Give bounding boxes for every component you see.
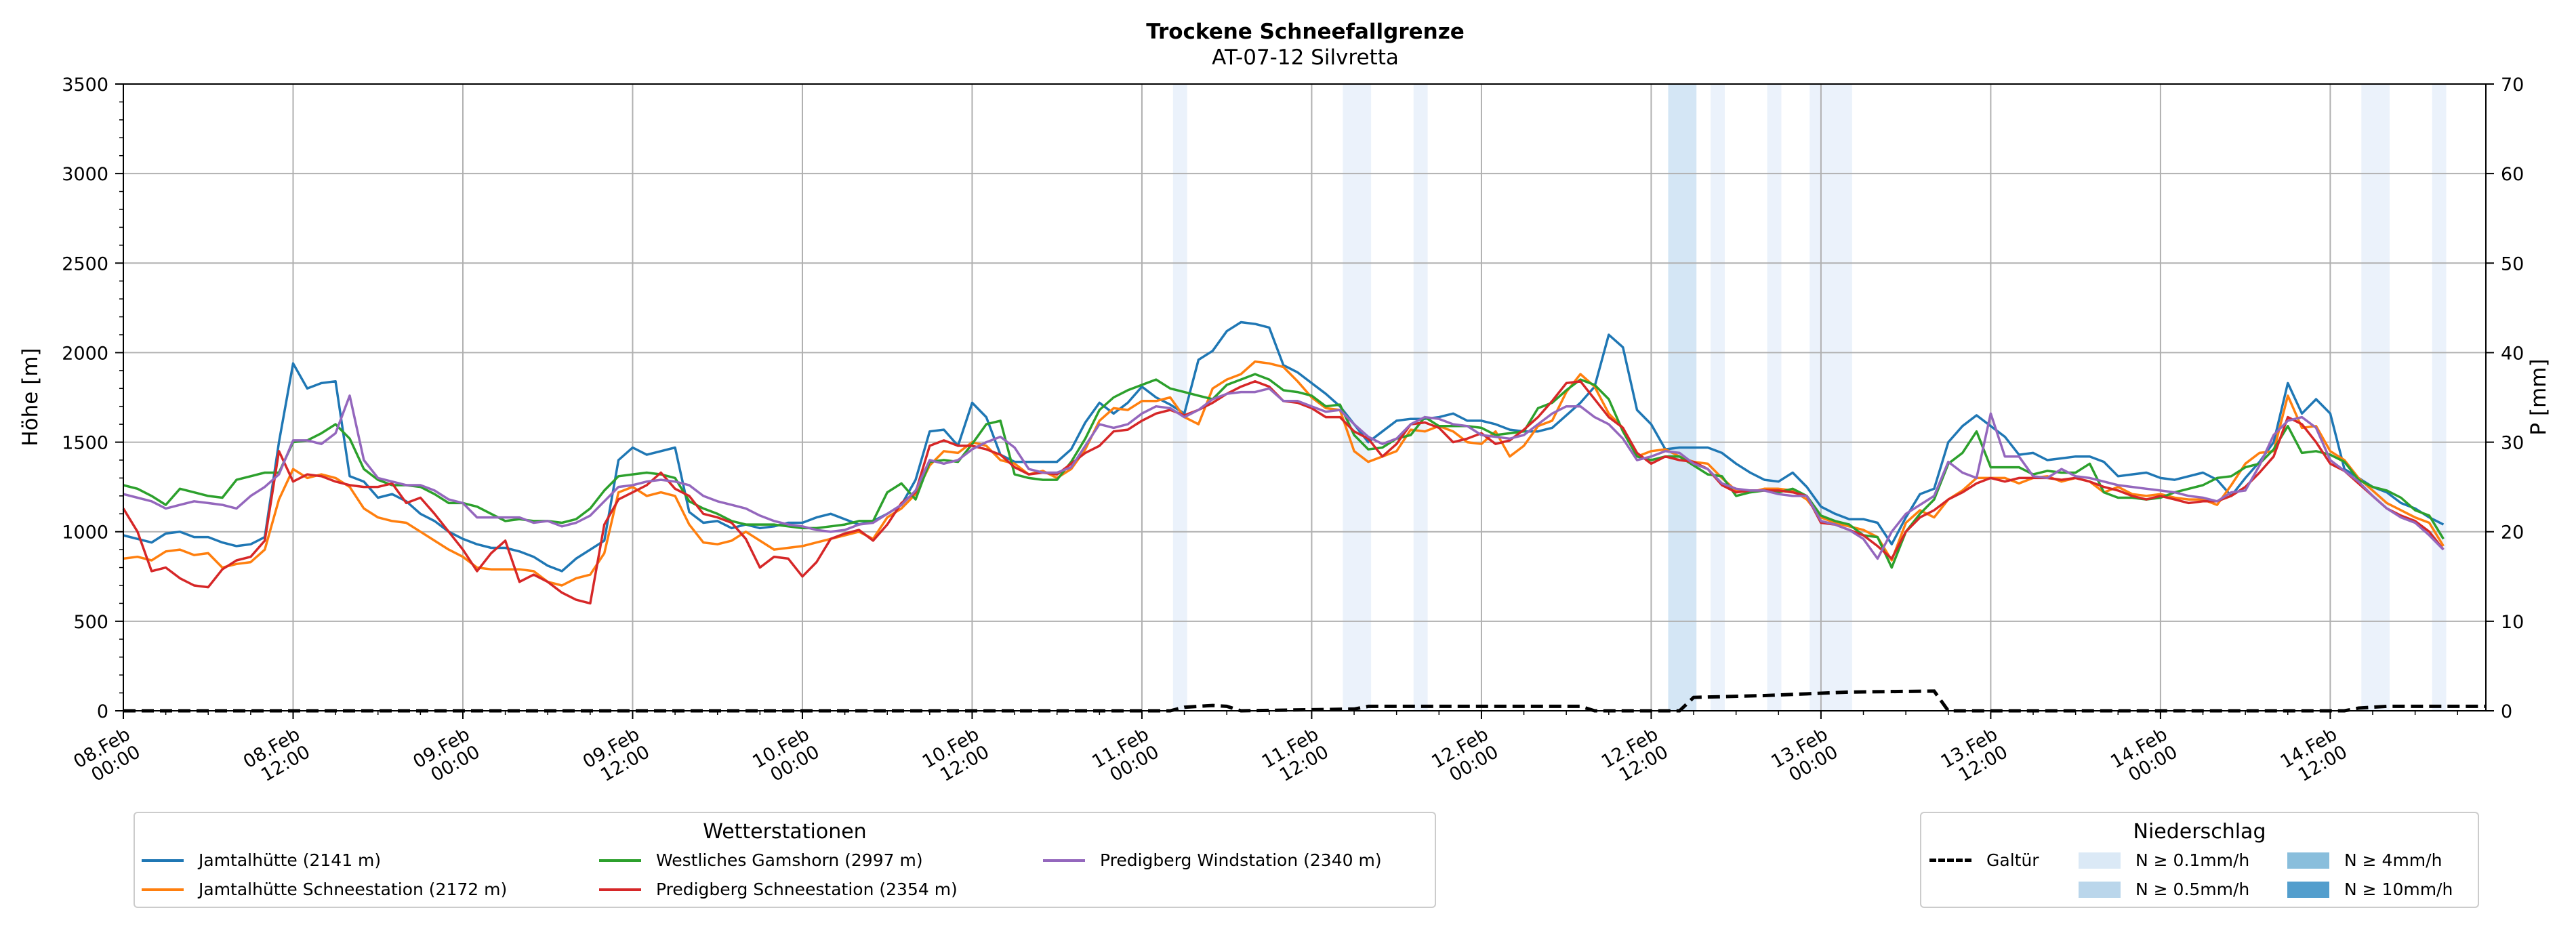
legend-entry-label: N ≥ 4mm/h — [2344, 850, 2442, 870]
plot-frame — [123, 83, 2487, 711]
series-line — [122, 379, 2445, 605]
y-tick-label: 1000 — [62, 522, 108, 543]
precip-band — [1767, 84, 1782, 711]
legend-entry-label: Jamtalhütte Schneestation (2172 m) — [199, 880, 508, 899]
legend-swatch — [2079, 852, 2121, 869]
x-tick-label: 10.Feb12:00 — [919, 724, 993, 790]
precip-line — [123, 689, 2486, 713]
legend-entry-label: Westliches Gamshorn (2997 m) — [656, 850, 923, 870]
y2-tick-label: 0 — [2501, 701, 2512, 722]
precip-band — [1343, 84, 1372, 711]
y2-tick-label: 50 — [2501, 253, 2524, 274]
legend-entry-label: N ≥ 10mm/h — [2344, 880, 2453, 899]
y2-tick-label: 60 — [2501, 164, 2524, 185]
legend-entry-label: Jamtalhütte (2141 m) — [199, 850, 382, 870]
legend-entry-label: N ≥ 0.5mm/h — [2135, 880, 2250, 899]
legend-entry-westliches-gamshorn: Westliches Gamshorn (2997 m) — [599, 850, 923, 870]
y2-tick-label: 40 — [2501, 343, 2524, 364]
chart-subtitle: AT-07-12 Silvretta — [1212, 45, 1399, 70]
x-tick-label: 08.Feb00:00 — [70, 724, 144, 790]
x-tick-label: 12.Feb00:00 — [1428, 724, 1502, 790]
precip-band — [2432, 84, 2447, 711]
y2-tick-label: 20 — [2501, 522, 2524, 543]
legend-swatch — [1929, 859, 1971, 862]
y-tick-label: 500 — [73, 612, 108, 633]
y2-tick-label: 70 — [2501, 75, 2524, 96]
precip-band — [1668, 84, 1697, 711]
x-tick-label: 14.Feb12:00 — [2277, 724, 2351, 790]
x-tick-label: 09.Feb00:00 — [409, 724, 483, 790]
x-tick-label: 13.Feb12:00 — [1938, 724, 2011, 790]
x-tick-label: 08.Feb12:00 — [240, 724, 314, 790]
series-line — [123, 321, 2445, 573]
y2-tick-label: 30 — [2501, 433, 2524, 454]
legend-entry-n-4: N ≥ 4mm/h — [2287, 850, 2442, 870]
precipitation-series — [123, 689, 2486, 713]
precip-band — [1172, 84, 1187, 711]
legend-swatch — [599, 859, 641, 862]
x-tick-label: 09.Feb12:00 — [579, 724, 653, 790]
grid-lines — [123, 83, 2486, 711]
legend-entry-label: Predigberg Schneestation (2354 m) — [656, 880, 958, 899]
y2-tick-label: 10 — [2501, 612, 2524, 633]
legend-entry-predigberg-schneestation: Predigberg Schneestation (2354 m) — [599, 880, 958, 899]
stations-legend-title: Wetterstationen — [703, 820, 867, 844]
legend-swatch — [142, 888, 184, 891]
legend-swatch — [599, 888, 641, 891]
legend-swatch — [2079, 881, 2121, 898]
station-series — [122, 321, 2445, 605]
legend-entry-label: Galtür — [1986, 850, 2039, 870]
stations-legend: Wetterstationen Jamtalhütte (2141 m) Jam… — [134, 812, 1436, 908]
legend-entry-galtuer: Galtür — [1929, 850, 2039, 870]
legend-swatch — [1043, 859, 1085, 862]
y2-axis-label: P [mm] — [2527, 358, 2551, 435]
legend-swatch — [2287, 881, 2329, 898]
x-tick-label: 11.Feb12:00 — [1259, 724, 1332, 790]
legend-entry-label: Predigberg Windstation (2340 m) — [1100, 850, 1382, 870]
precipitation-legend-title: Niederschlag — [2133, 820, 2266, 844]
precip-band — [1711, 84, 1725, 711]
legend-entry-predigberg-windstation: Predigberg Windstation (2340 m) — [1043, 850, 1382, 870]
legend-entry-n-0-1: N ≥ 0.1mm/h — [2079, 850, 2249, 870]
precipitation-bands — [1172, 84, 2447, 711]
precipitation-legend: Niederschlag Galtür N ≥ 0.1mm/h N ≥ 0.5m… — [1920, 812, 2479, 908]
precip-band — [2361, 84, 2390, 711]
right-axis-ticks: 0 10 20 30 40 50 60 70 — [2486, 75, 2524, 722]
y-tick-label: 3000 — [62, 164, 108, 185]
x-tick-label: 14.Feb00:00 — [2107, 724, 2181, 790]
chart-title: Trockene Schneefallgrenze — [1146, 20, 1465, 44]
series-line — [123, 373, 2445, 569]
x-tick-label: 13.Feb00:00 — [1767, 724, 1841, 790]
precip-band — [1810, 84, 1852, 711]
legend-swatch — [2287, 852, 2329, 869]
y-tick-label: 0 — [97, 701, 108, 722]
legend-swatch — [142, 859, 184, 862]
precip-band — [1413, 84, 1428, 711]
y-tick-label: 1500 — [62, 433, 108, 454]
x-tick-label: 10.Feb00:00 — [749, 724, 823, 790]
x-tick-label: 11.Feb00:00 — [1088, 724, 1162, 790]
legend-entry-label: N ≥ 0.1mm/h — [2135, 850, 2250, 870]
y-tick-label: 2500 — [62, 253, 108, 274]
left-axis-ticks: 0 500 1000 1500 2000 2500 3000 3500 — [62, 75, 123, 722]
legend-entry-n-10: N ≥ 10mm/h — [2287, 880, 2453, 899]
x-tick-label: 12.Feb12:00 — [1598, 724, 1672, 790]
y-axis-label: Höhe [m] — [18, 348, 43, 446]
y-tick-label: 3500 — [62, 75, 108, 96]
legend-entry-jamtalhuette: Jamtalhütte (2141 m) — [142, 850, 381, 870]
legend-entry-jamtalhuette-schneestation: Jamtalhütte Schneestation (2172 m) — [142, 880, 507, 899]
x-axis-ticks: 08.Feb00:00 08.Feb12:00 09.Feb00:00 09.Feb1… — [70, 711, 2459, 790]
legend-entry-n-0-5: N ≥ 0.5mm/h — [2079, 880, 2249, 899]
y-tick-label: 2000 — [62, 343, 108, 364]
series-line — [123, 387, 2445, 560]
